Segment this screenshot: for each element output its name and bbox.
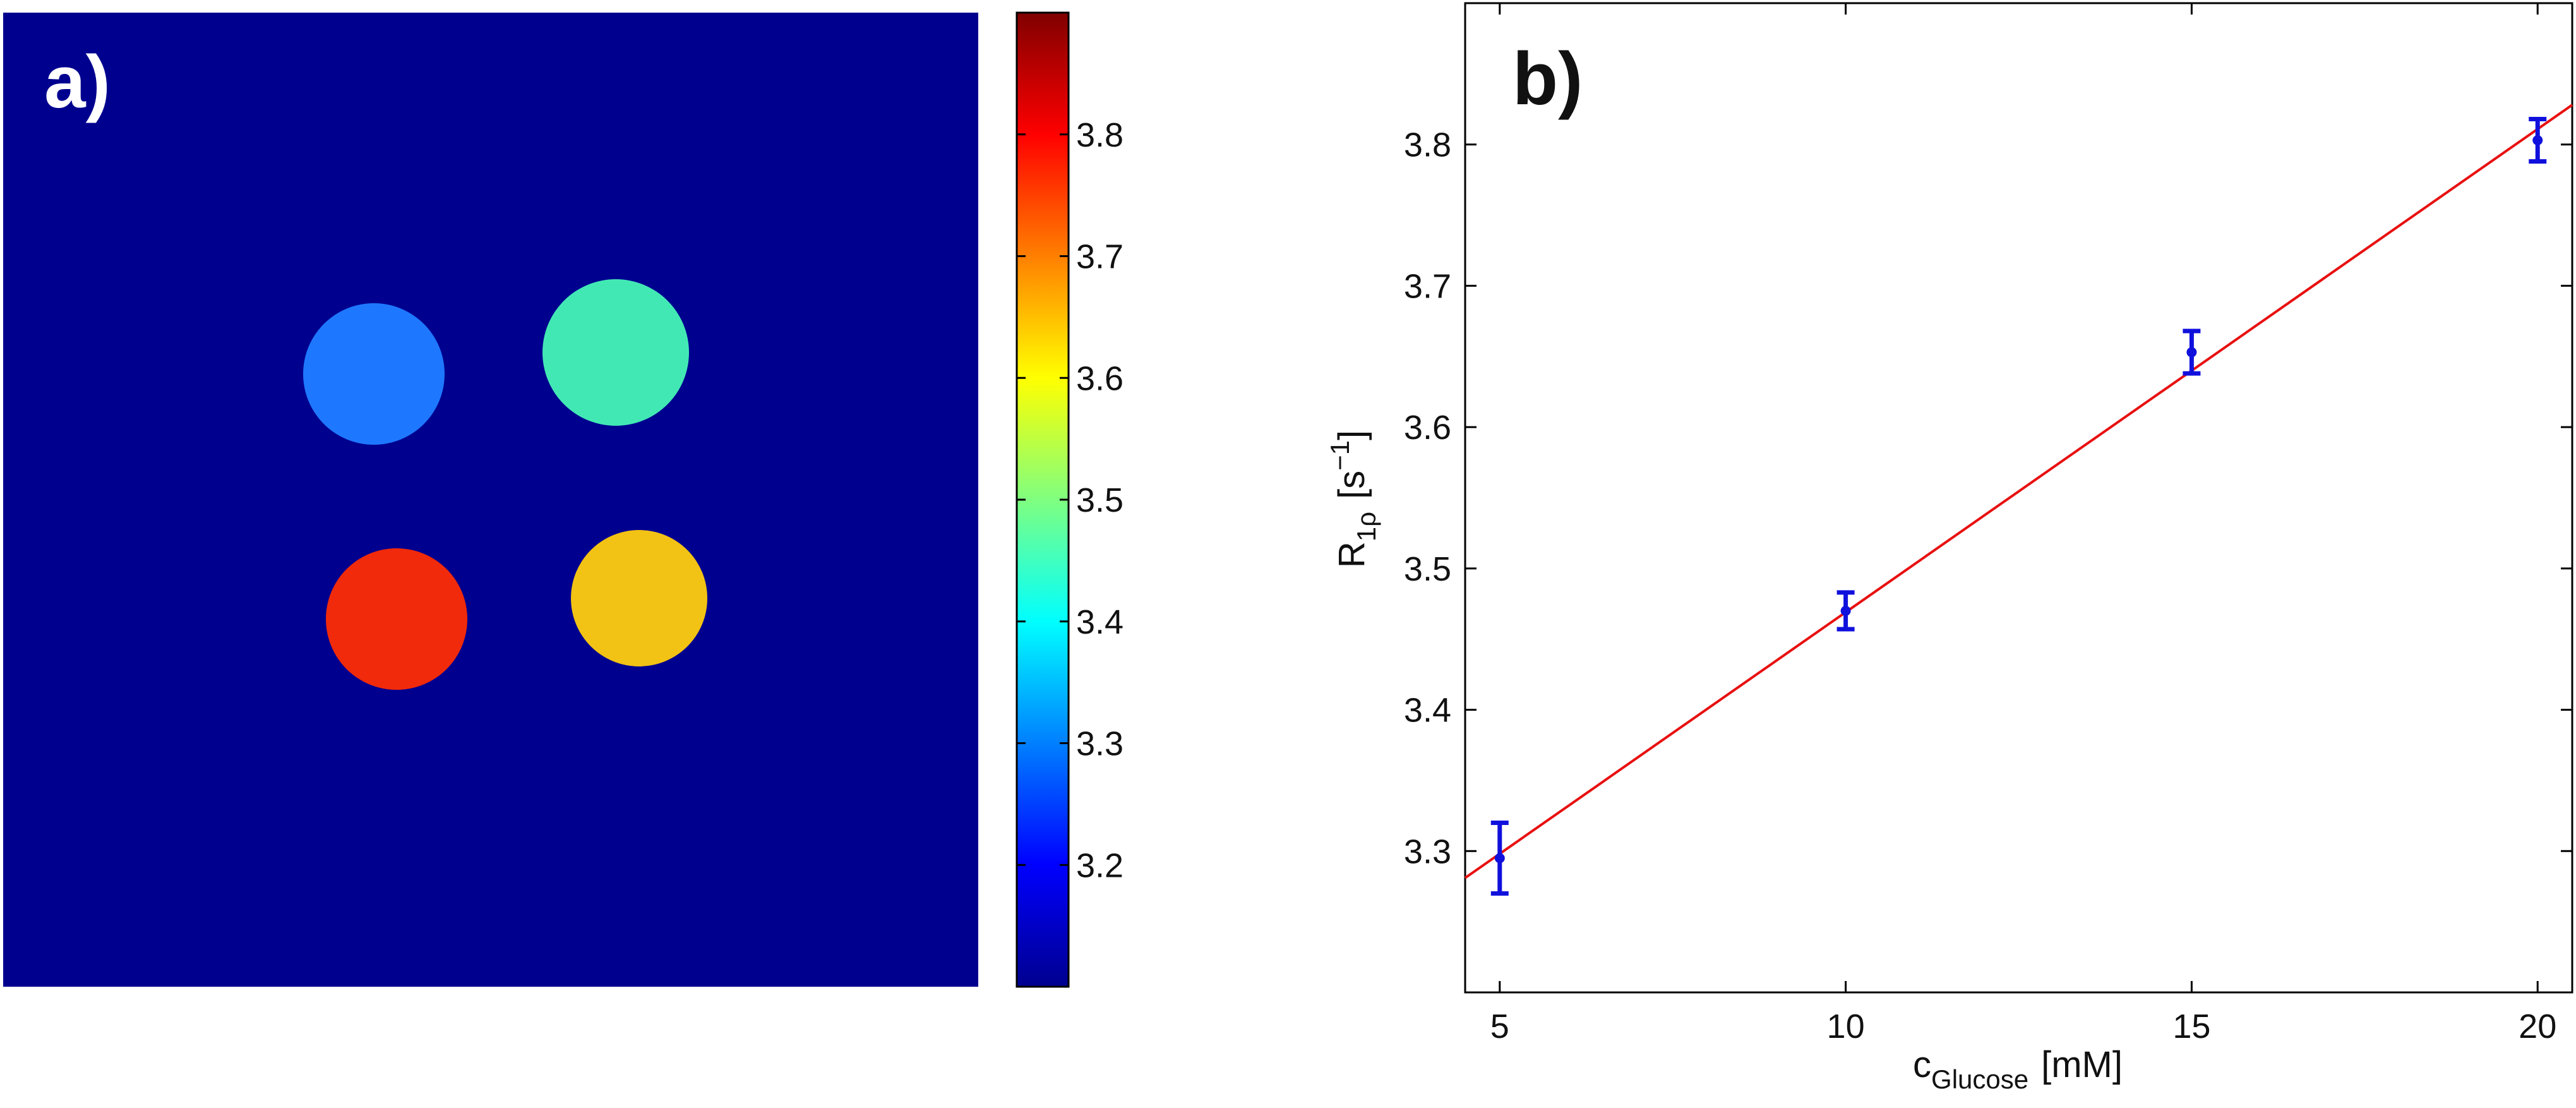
colorbar-ticks: 3.2 3.3 3.4 3.5 3.6 3.7 3.8 bbox=[1017, 116, 1123, 884]
panel-a: 3.273.423.843.64 a) 3.23.33.43.53.63.73.… bbox=[3, 11, 1123, 988]
sample-disc: 3.84 bbox=[326, 548, 467, 690]
sample-disc: 3.64 bbox=[571, 530, 707, 666]
panel-b: 5 10 15 20 3.3 3.4 3.5 3.6 3.7 3.8 b) cGlucose [mM… bbox=[1325, 2, 2573, 1094]
data-point bbox=[2183, 328, 2201, 376]
x-tick-label: 5 bbox=[1490, 1008, 1509, 1045]
x-tick-label: 15 bbox=[2172, 1008, 2210, 1045]
y-axis-label-unit-open: [s bbox=[1331, 471, 1372, 499]
y-tick-label: 3.5 bbox=[1404, 550, 1451, 588]
x-axis-label-sub: Glucose bbox=[1931, 1064, 2028, 1094]
panel-label-a: a) bbox=[44, 40, 111, 124]
colorbar-tick-label: 3.8 bbox=[1076, 116, 1123, 154]
data-point bbox=[1490, 821, 1509, 896]
heatmap-background bbox=[3, 13, 978, 987]
data-points bbox=[1490, 116, 2547, 896]
colorbar-tick-label: 3.4 bbox=[1076, 603, 1123, 641]
y-tick-label: 3.4 bbox=[1404, 692, 1451, 730]
plot-area bbox=[1464, 2, 2573, 994]
y-tick-label: 3.3 bbox=[1404, 833, 1451, 870]
colorbar-tick-label: 3.6 bbox=[1076, 359, 1123, 397]
x-axis-label-unit: [mM] bbox=[2041, 1044, 2123, 1085]
panel-label-b: b) bbox=[1513, 37, 1583, 121]
point-marker bbox=[2532, 135, 2543, 146]
y-tick-label: 3.6 bbox=[1404, 409, 1451, 447]
sample-disc: 3.27 bbox=[303, 303, 445, 445]
data-point bbox=[1836, 590, 1855, 632]
fit-line-group bbox=[1464, 104, 2573, 879]
x-axis-label-var: c bbox=[1913, 1044, 1931, 1085]
y-axis-label-unit-sup: −1 bbox=[1325, 440, 1355, 471]
y-axis-label-var: R bbox=[1331, 541, 1372, 568]
colorbar-tick-label: 3.2 bbox=[1076, 846, 1123, 884]
sample-disc: 3.42 bbox=[542, 279, 689, 426]
y-tick-label: 3.8 bbox=[1404, 126, 1451, 164]
axis-ticks: 5 10 15 20 3.3 3.4 3.5 3.6 3.7 3.8 bbox=[1404, 3, 2572, 1045]
y-axis-label-sub: 1ρ bbox=[1351, 512, 1381, 541]
y-tick-label: 3.7 bbox=[1404, 267, 1451, 305]
colorbar-tick-label: 3.5 bbox=[1076, 481, 1123, 519]
colorbar-tick-label: 3.3 bbox=[1076, 725, 1123, 763]
point-marker bbox=[2186, 347, 2197, 358]
x-axis-label: cGlucose [mM] bbox=[1913, 1044, 2123, 1094]
heatmap-samples: 3.27 3.42 3.84 3.64 bbox=[303, 279, 707, 690]
x-tick-label: 10 bbox=[1827, 1008, 1865, 1045]
fit-line bbox=[1464, 104, 2573, 879]
point-marker bbox=[1840, 605, 1851, 616]
colorbar-tick-label: 3.7 bbox=[1076, 238, 1123, 276]
data-point bbox=[2529, 116, 2547, 164]
y-axis-label-unit-close: ] bbox=[1331, 430, 1372, 440]
y-axis-label: R1ρ [s−1] bbox=[1325, 430, 1381, 568]
point-marker bbox=[1494, 853, 1505, 864]
x-tick-label: 20 bbox=[2519, 1008, 2556, 1045]
